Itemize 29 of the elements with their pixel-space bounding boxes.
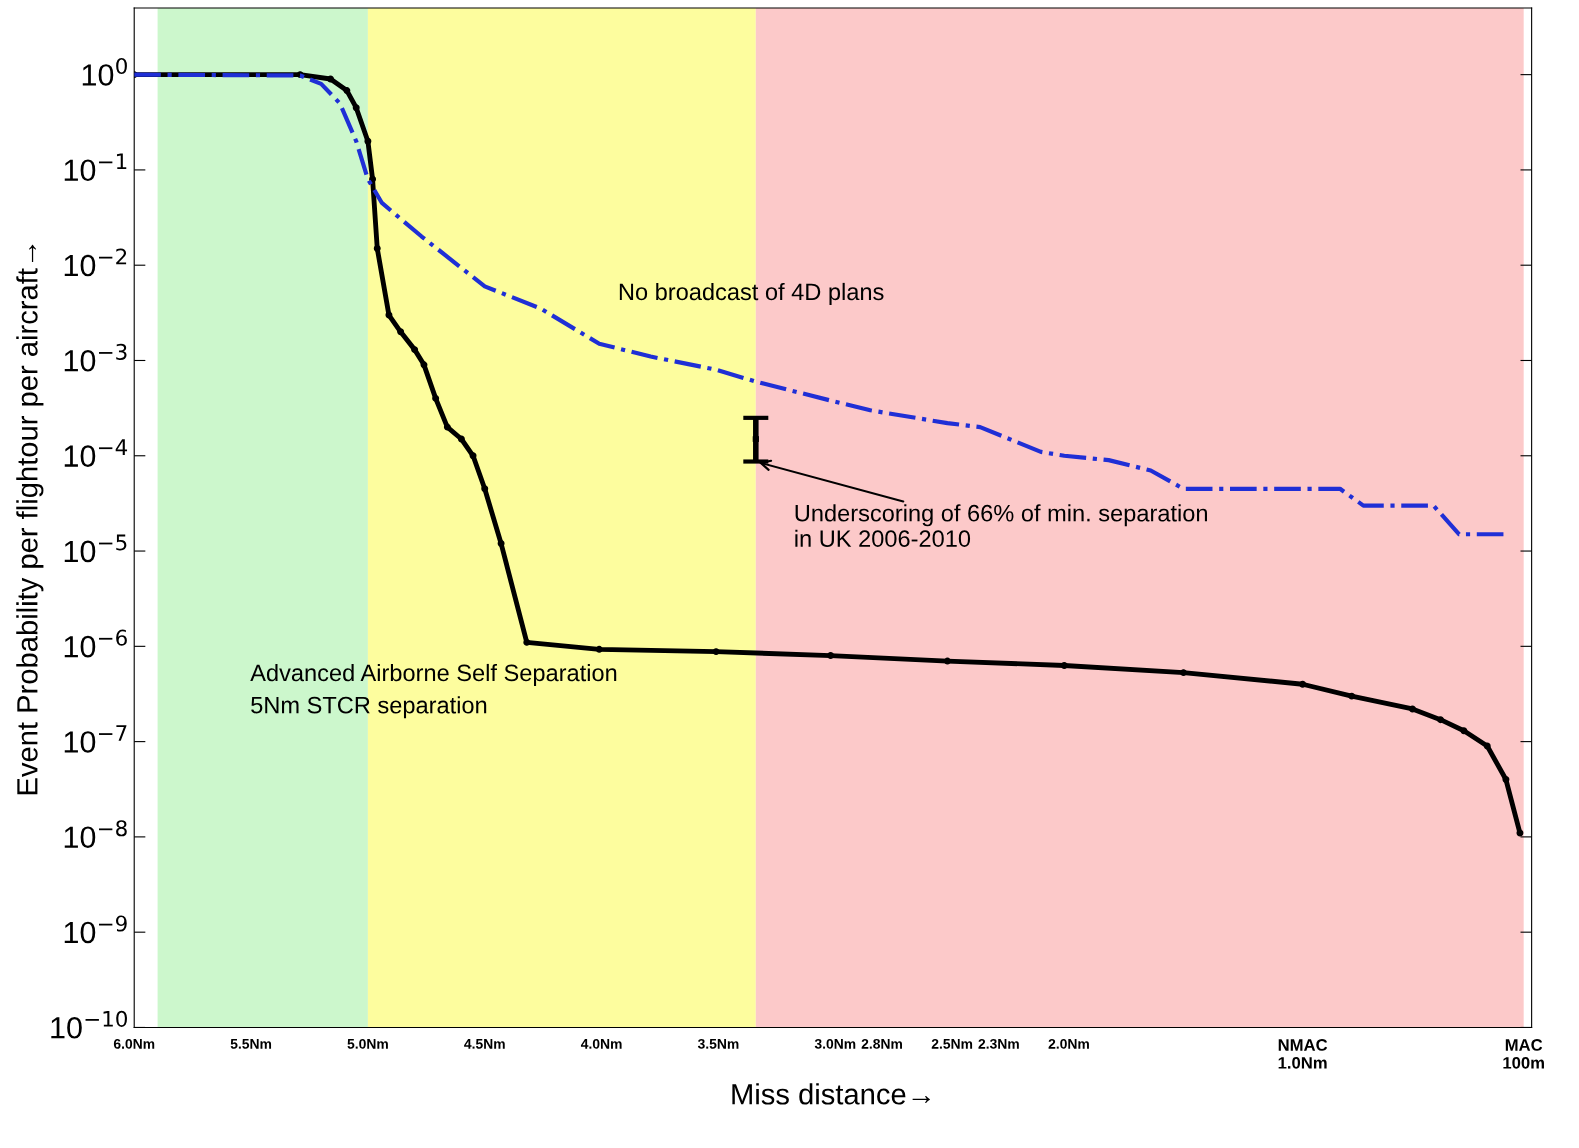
y-tick-label: 10$^{−10}$ xyxy=(51,1010,127,1039)
x-tick-label: 2.3Nm xyxy=(978,1038,1019,1049)
y-tick-label: 10$^{−6}$ xyxy=(64,629,127,658)
y-axis-title: Event Probability per flightour per aircraft→ xyxy=(16,244,44,795)
x-tick-label: 2.5Nm xyxy=(931,1038,973,1049)
y-tick-label: 10$^{−3}$ xyxy=(64,343,127,372)
y-tick-label: 10$^{−4}$ xyxy=(64,439,128,467)
y-tick-label: 10$^{−2}$ xyxy=(64,248,127,277)
y-tick-label: 10$^{0}$ xyxy=(82,57,127,86)
y-tick-label: 10$^{−8}$ xyxy=(64,820,127,849)
y-tick-label: 10$^{−5}$ xyxy=(64,534,127,563)
x-tick-label: 5.5Nm xyxy=(230,1039,272,1049)
y-tick-label: 10$^{−7}$ xyxy=(64,725,127,753)
annotation: Advanced Airborne Self Separation 5Nm STCR separation xyxy=(250,663,617,719)
x-tick-label: 4.0Nm xyxy=(580,1038,622,1049)
y-tick-label: 10$^{−1}$ xyxy=(64,153,127,182)
y-tick-label: 10$^{−9}$ xyxy=(64,915,127,944)
x-tick-label: 3.5Nm xyxy=(697,1038,739,1049)
x-tick-label: 5.0Nm xyxy=(347,1038,388,1049)
x-tick-label: 3.0Nm xyxy=(814,1038,856,1049)
x-tick-label: NMAC 1.0Nm xyxy=(1278,1039,1328,1069)
x-axis-title: Miss distance→ xyxy=(732,1083,930,1105)
x-tick-label: 2.0Nm xyxy=(1048,1038,1089,1049)
x-tick-label: 4.5Nm xyxy=(464,1039,505,1049)
annotation: No broadcast of 4D plans xyxy=(619,282,884,305)
x-tick-label: 2.8Nm xyxy=(861,1038,902,1049)
x-tick-label: MAC 100m xyxy=(1503,1039,1544,1069)
annotation: Underscoring of 66% of min. separation in UK 2006-2010 xyxy=(795,504,1207,547)
x-tick-label: 6.0Nm xyxy=(113,1038,155,1049)
